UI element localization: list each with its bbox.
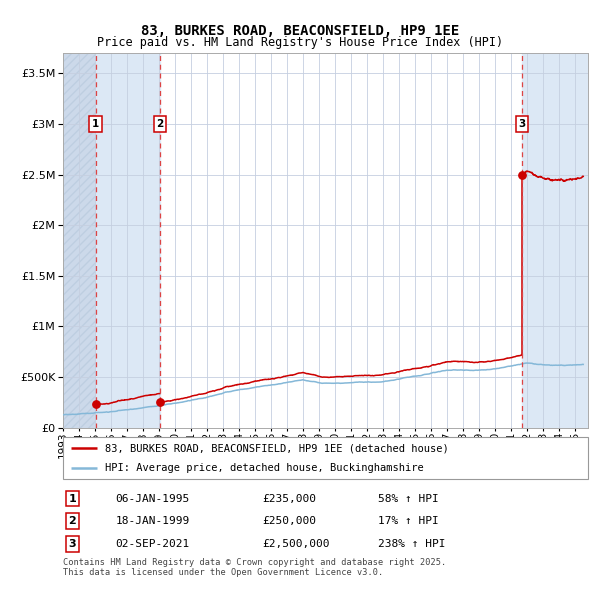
Text: 83, BURKES ROAD, BEACONSFIELD, HP9 1EE (detached house): 83, BURKES ROAD, BEACONSFIELD, HP9 1EE (… [105, 443, 449, 453]
Text: 1: 1 [92, 119, 99, 129]
Bar [522, 53, 588, 428]
Text: £250,000: £250,000 [263, 516, 317, 526]
Text: HPI: Average price, detached house, Buckinghamshire: HPI: Average price, detached house, Buck… [105, 463, 424, 473]
Text: 2: 2 [156, 119, 163, 129]
Text: 58% ↑ HPI: 58% ↑ HPI [378, 494, 439, 503]
Point [517, 170, 527, 179]
Text: 2: 2 [68, 516, 76, 526]
Point [155, 398, 164, 407]
Bar [63, 53, 95, 428]
Text: £235,000: £235,000 [263, 494, 317, 503]
Text: 17% ↑ HPI: 17% ↑ HPI [378, 516, 439, 526]
Bar [63, 53, 95, 428]
Text: 02-SEP-2021: 02-SEP-2021 [115, 539, 190, 549]
Text: Contains HM Land Registry data © Crown copyright and database right 2025.
This d: Contains HM Land Registry data © Crown c… [63, 558, 446, 577]
Text: 238% ↑ HPI: 238% ↑ HPI [378, 539, 445, 549]
Bar [95, 53, 160, 428]
Text: 3: 3 [68, 539, 76, 549]
Text: 3: 3 [518, 119, 526, 129]
Text: 83, BURKES ROAD, BEACONSFIELD, HP9 1EE: 83, BURKES ROAD, BEACONSFIELD, HP9 1EE [141, 24, 459, 38]
Point [91, 399, 100, 409]
Text: 06-JAN-1995: 06-JAN-1995 [115, 494, 190, 503]
Text: £2,500,000: £2,500,000 [263, 539, 330, 549]
Text: Price paid vs. HM Land Registry's House Price Index (HPI): Price paid vs. HM Land Registry's House … [97, 36, 503, 49]
Text: 18-JAN-1999: 18-JAN-1999 [115, 516, 190, 526]
Text: 1: 1 [68, 494, 76, 503]
FancyBboxPatch shape [63, 437, 588, 479]
